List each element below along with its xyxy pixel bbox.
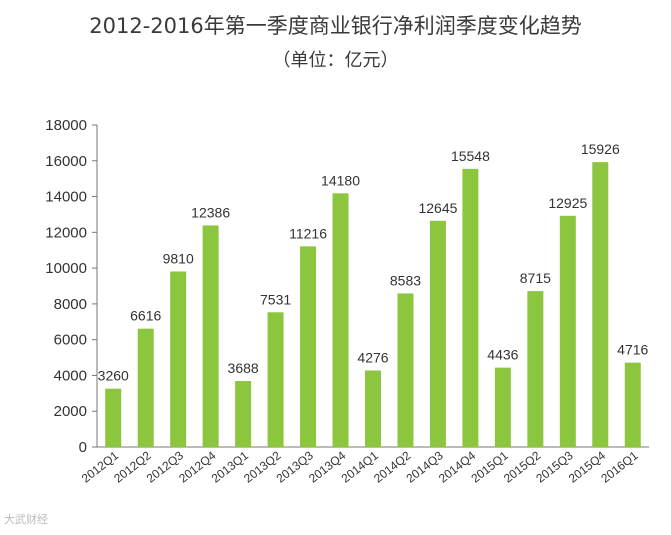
bar: [202, 225, 219, 447]
bar: [527, 291, 544, 447]
y-tick-label: 4000: [54, 367, 87, 384]
y-tick-label: 6000: [54, 332, 87, 349]
data-label: 4276: [357, 350, 388, 366]
y-tick-label: 0: [79, 439, 87, 456]
data-label: 12925: [548, 195, 587, 211]
y-tick-label: 2000: [54, 403, 87, 420]
bar: [300, 246, 317, 447]
data-label: 11216: [289, 225, 327, 241]
data-label: 3260: [98, 368, 129, 384]
data-label: 15548: [451, 148, 490, 164]
y-tick-label: 12000: [45, 224, 87, 241]
data-label: 7531: [260, 291, 291, 307]
bar: [494, 367, 511, 447]
bar: [137, 328, 154, 447]
bar: [105, 388, 122, 447]
data-label: 8583: [390, 272, 421, 288]
bar: [624, 362, 641, 447]
data-label: 9810: [163, 251, 194, 267]
data-label: 8715: [520, 270, 551, 286]
bar: [365, 370, 381, 447]
data-label: 12645: [418, 200, 457, 216]
watermark-logo-text: 大武财经: [4, 513, 48, 526]
data-label: 4436: [487, 347, 518, 363]
bar: [462, 168, 479, 447]
bar: [429, 220, 446, 447]
data-label: 15926: [581, 141, 620, 157]
y-tick-label: 14000: [45, 189, 87, 206]
bar: [332, 193, 349, 447]
data-label: 14180: [321, 172, 360, 188]
bar: [267, 312, 284, 447]
bar: [397, 293, 414, 447]
data-label: 6616: [130, 308, 161, 324]
data-label: 12386: [191, 204, 230, 220]
bar: [235, 381, 252, 447]
x-tick-label: 2016Q1: [598, 448, 641, 486]
y-tick-label: 10000: [45, 260, 87, 277]
bar: [170, 271, 187, 447]
data-label: 3688: [228, 360, 259, 376]
y-tick-label: 8000: [54, 296, 87, 313]
y-tick-label: 16000: [45, 153, 87, 170]
bar: [559, 215, 576, 447]
chart-title: 2012-2016年第一季度商业银行净利润季度变化趋势: [89, 14, 582, 38]
y-tick-label: 18000: [45, 117, 87, 134]
bar: [592, 162, 609, 447]
chart-subtitle: （单位：亿元）: [272, 50, 399, 71]
data-label: 4716: [617, 342, 648, 358]
